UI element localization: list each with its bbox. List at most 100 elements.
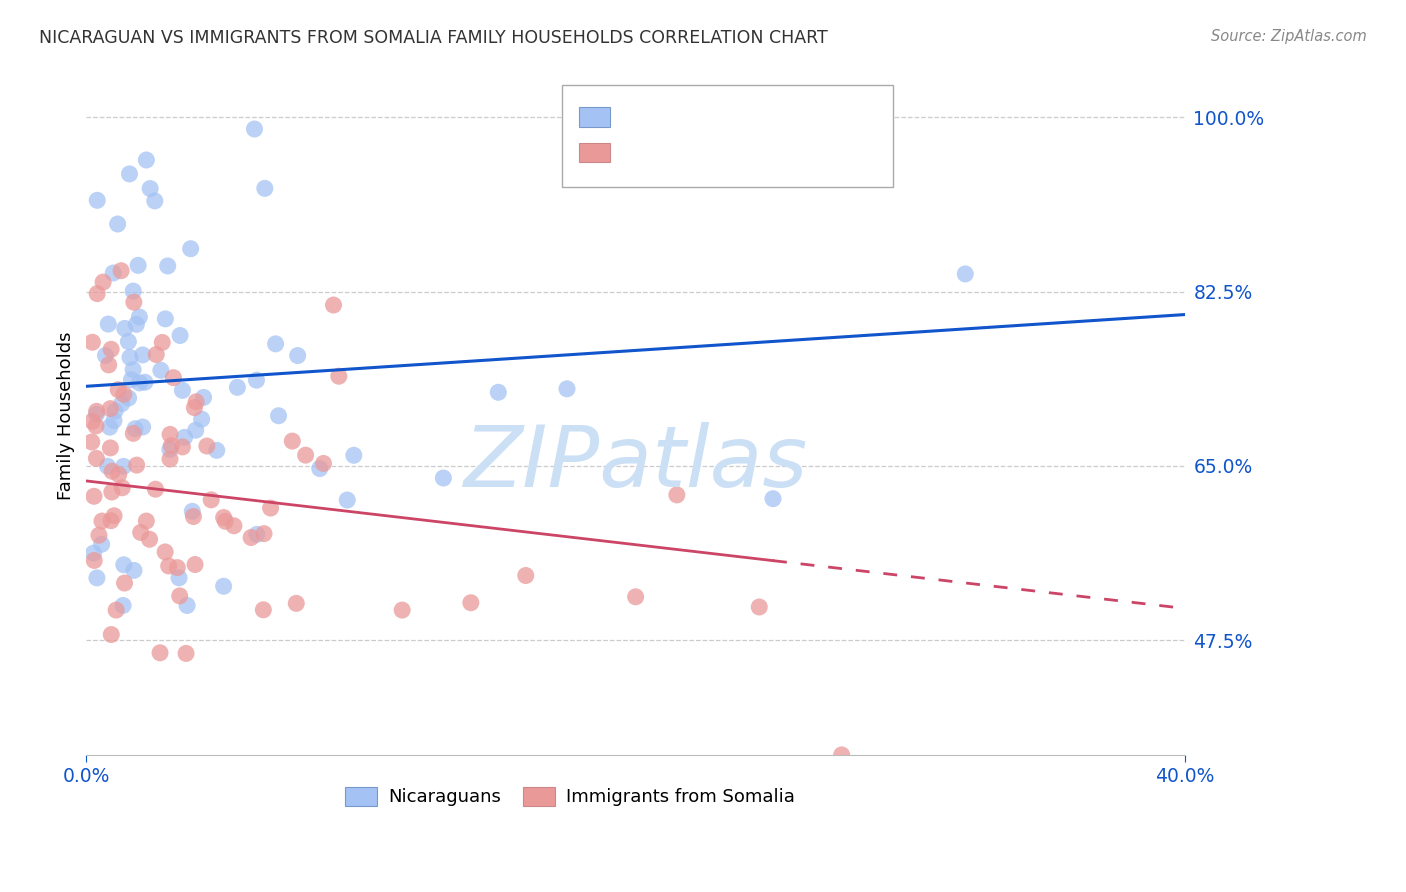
Point [107, 383, 129, 397]
Point [156, 259, 179, 273]
Point [624, 590, 647, 604]
Point [86, 451, 108, 466]
Point [159, 452, 181, 467]
Point [955, 267, 977, 281]
Point [112, 459, 135, 474]
Point [117, 391, 139, 405]
Point [82, 414, 104, 428]
Point [83, 489, 105, 503]
Point [486, 385, 509, 400]
Point [287, 349, 309, 363]
Point [153, 545, 176, 559]
Point [139, 181, 162, 195]
Point [124, 422, 146, 436]
Point [169, 328, 191, 343]
Point [80, 435, 103, 450]
Point [125, 458, 148, 472]
Point [105, 603, 128, 617]
Point [122, 284, 145, 298]
Point [183, 509, 205, 524]
Point [128, 310, 150, 324]
Point [253, 526, 276, 541]
Point [200, 492, 222, 507]
Point [174, 647, 197, 661]
Point [162, 370, 184, 384]
Point [122, 563, 145, 577]
Point [285, 596, 308, 610]
Text: R =: R = [624, 110, 664, 128]
Point [94, 349, 117, 363]
Point [157, 558, 180, 573]
Point [90, 537, 112, 551]
Point [460, 596, 482, 610]
Point [212, 510, 235, 524]
Point [167, 571, 190, 585]
Point [100, 401, 122, 416]
Point [180, 242, 202, 256]
Point [322, 298, 344, 312]
Point [343, 448, 366, 462]
Point [259, 501, 281, 516]
Point [195, 439, 218, 453]
Text: N = 74: N = 74 [744, 145, 807, 163]
Point [831, 747, 853, 762]
Point [107, 467, 129, 482]
Point [101, 464, 124, 478]
Text: R =: R = [624, 145, 664, 163]
Point [145, 482, 167, 496]
Point [172, 440, 194, 454]
Point [131, 348, 153, 362]
Point [98, 420, 121, 434]
Point [118, 351, 141, 365]
Point [86, 571, 108, 585]
Point [150, 335, 173, 350]
Point [110, 264, 132, 278]
Point [155, 311, 177, 326]
Point [245, 373, 267, 387]
Point [100, 627, 122, 641]
Point [86, 194, 108, 208]
Point [86, 404, 108, 418]
Point [122, 362, 145, 376]
Text: 0.081: 0.081 [671, 110, 728, 128]
Point [138, 533, 160, 547]
Text: N = 71: N = 71 [744, 110, 807, 128]
Point [103, 413, 125, 427]
Point [86, 407, 108, 421]
Point [114, 321, 136, 335]
Point [308, 461, 330, 475]
Point [432, 471, 454, 485]
Point [112, 558, 135, 572]
Point [214, 514, 236, 528]
Point [97, 317, 120, 331]
Point [143, 194, 166, 208]
Point [226, 380, 249, 394]
Point [114, 576, 136, 591]
Point [252, 603, 274, 617]
Point [312, 457, 335, 471]
Point [103, 508, 125, 523]
Point [243, 122, 266, 136]
Point [246, 527, 269, 541]
Point [762, 491, 785, 506]
Point [515, 568, 537, 582]
Text: -0.108: -0.108 [671, 145, 735, 163]
Point [107, 217, 129, 231]
Point [82, 335, 104, 350]
Point [748, 599, 770, 614]
Point [84, 419, 107, 434]
Point [240, 531, 263, 545]
Point [112, 599, 135, 613]
Point [91, 514, 114, 528]
Point [100, 514, 122, 528]
Point [328, 369, 350, 384]
Legend: Nicaraguans, Immigrants from Somalia: Nicaraguans, Immigrants from Somalia [337, 780, 801, 814]
Point [111, 397, 134, 411]
Point [665, 488, 688, 502]
Point [103, 266, 125, 280]
Point [181, 504, 204, 518]
Point [122, 426, 145, 441]
Point [134, 376, 156, 390]
Point [86, 286, 108, 301]
Point [169, 589, 191, 603]
